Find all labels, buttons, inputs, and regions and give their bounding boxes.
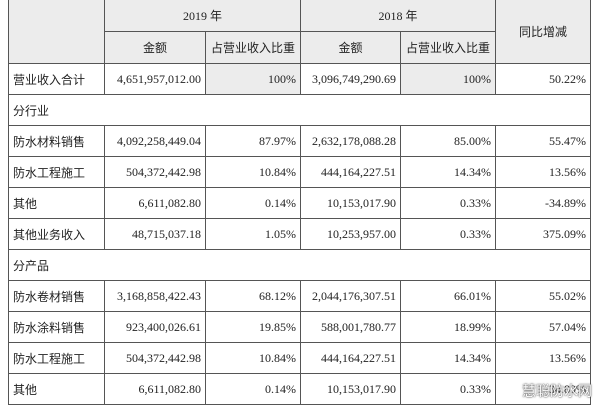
- cell: 6,611,082.80: [104, 373, 206, 405]
- cell: 68.12%: [204, 280, 302, 312]
- header-empty: [8, 0, 105, 64]
- cell: 14.34%: [400, 156, 497, 188]
- row-label: 其他: [8, 373, 105, 405]
- row-label: 防水卷材销售: [8, 280, 105, 312]
- cell: 588,001,780.77: [300, 311, 402, 343]
- header-sub: 金额: [104, 31, 206, 64]
- data-row: 其他 6,611,082.80 0.14% 10,153,017.90 0.33% -34…: [8, 373, 592, 405]
- cell: 14.34%: [400, 342, 497, 374]
- cell: 13.56%: [495, 156, 592, 188]
- cell: 375.09%: [495, 218, 592, 250]
- row-label: 其他业务收入: [8, 218, 105, 250]
- cell: 504,372,442.98: [104, 342, 206, 374]
- cell: 504,372,442.98: [104, 156, 206, 188]
- cell: 6,611,082.80: [104, 187, 206, 219]
- cell: 85.00%: [400, 125, 497, 157]
- cell: 57.04%: [495, 311, 592, 343]
- cell: 0.33%: [400, 373, 497, 405]
- cell: 87.97%: [204, 125, 302, 157]
- cell: 100%: [400, 63, 497, 95]
- cell: 1.05%: [204, 218, 302, 250]
- header-sub: 占营业收入比重: [400, 31, 497, 64]
- table-body: 2019 年 2018 年 同比增减 金额 占营业收入比重 金额 占营业收入比重…: [7, 0, 592, 405]
- cell: 18.99%: [400, 311, 497, 343]
- cell: 10,153,017.90: [300, 187, 402, 219]
- header-sub: 占营业收入比重: [204, 31, 302, 64]
- cell: 2,044,176,307.51: [300, 280, 402, 312]
- data-row: 防水工程施工 504,372,442.98 10.84% 444,164,227.51…: [8, 156, 592, 188]
- row-label: 其他: [8, 187, 105, 219]
- cell: 3,168,858,422.43: [104, 280, 206, 312]
- cell: 66.01%: [400, 280, 497, 312]
- cell: 13.56%: [495, 342, 592, 374]
- cell: 55.47%: [495, 125, 592, 157]
- cell: 0.14%: [204, 373, 302, 405]
- section-label: 分行业: [7, 94, 592, 126]
- data-row: 其他业务收入 48,715,037.18 1.05% 10,253,957.00 0.3…: [8, 218, 592, 250]
- header-change: 同比增减: [495, 0, 592, 64]
- row-label: 防水工程施工: [8, 342, 105, 374]
- section-row: 分行业: [7, 94, 592, 126]
- data-row: 防水工程施工 504,372,442.98 10.84% 444,164,227.51…: [8, 342, 592, 374]
- section-row: 分产品: [7, 249, 592, 281]
- data-row: 防水涂料销售 923,400,026.61 19.85% 588,001,780.77…: [8, 311, 592, 343]
- cell: 2,632,178,088.28: [300, 125, 402, 157]
- cell: 48,715,037.18: [104, 218, 206, 250]
- cell: -34.89%: [495, 187, 592, 219]
- cell: 55.02%: [495, 280, 592, 312]
- data-row: 其他 6,611,082.80 0.14% 10,153,017.90 0.33% -34…: [8, 187, 592, 219]
- row-label: 防水工程施工: [8, 156, 105, 188]
- cell: 10.84%: [204, 342, 302, 374]
- cell: 100%: [204, 63, 302, 95]
- cell: 0.33%: [400, 218, 497, 250]
- header-sub: 金额: [300, 31, 402, 64]
- header-year: 2019 年: [103, 0, 302, 32]
- row-label: 营业收入合计: [8, 63, 105, 95]
- data-row: 防水卷材销售 3,168,858,422.43 68.12% 2,044,176,30…: [8, 280, 592, 312]
- header-row: 金额 占营业收入比重 金额 占营业收入比重: [9, 31, 591, 64]
- cell: 0.14%: [204, 187, 302, 219]
- cell: 10,153,017.90: [300, 373, 402, 405]
- data-row: 防水材料销售 4,092,258,449.04 87.97% 2,632,178,08…: [8, 125, 592, 157]
- cell: 444,164,227.51: [300, 342, 402, 374]
- header-row: 2019 年 2018 年 同比增减: [8, 0, 592, 64]
- cell: 3,096,749,290.69: [300, 63, 402, 95]
- cell: 923,400,026.61: [104, 311, 206, 343]
- row-label: 防水涂料销售: [8, 311, 105, 343]
- cell: 0.33%: [400, 187, 497, 219]
- revenue-table: 2019 年 2018 年 同比增减 金额 占营业收入比重 金额 占营业收入比重…: [7, 0, 592, 405]
- cell: 10,253,957.00: [300, 218, 402, 250]
- data-row: 营业收入合计 4,651,957,012.00 100% 3,096,749,290.…: [8, 63, 592, 95]
- cell: 444,164,227.51: [300, 156, 402, 188]
- cell: 4,092,258,449.04: [104, 125, 206, 157]
- cell: 10.84%: [204, 156, 302, 188]
- watermark: 慧聪防水网: [522, 384, 592, 400]
- cell: 50.22%: [495, 63, 592, 95]
- cell: 19.85%: [204, 311, 302, 343]
- header-year: 2018 年: [300, 0, 497, 32]
- section-label: 分产品: [7, 249, 592, 281]
- cell: -34.89%: [495, 373, 592, 405]
- row-label: 防水材料销售: [8, 125, 105, 157]
- cell: 4,651,957,012.00: [104, 63, 206, 95]
